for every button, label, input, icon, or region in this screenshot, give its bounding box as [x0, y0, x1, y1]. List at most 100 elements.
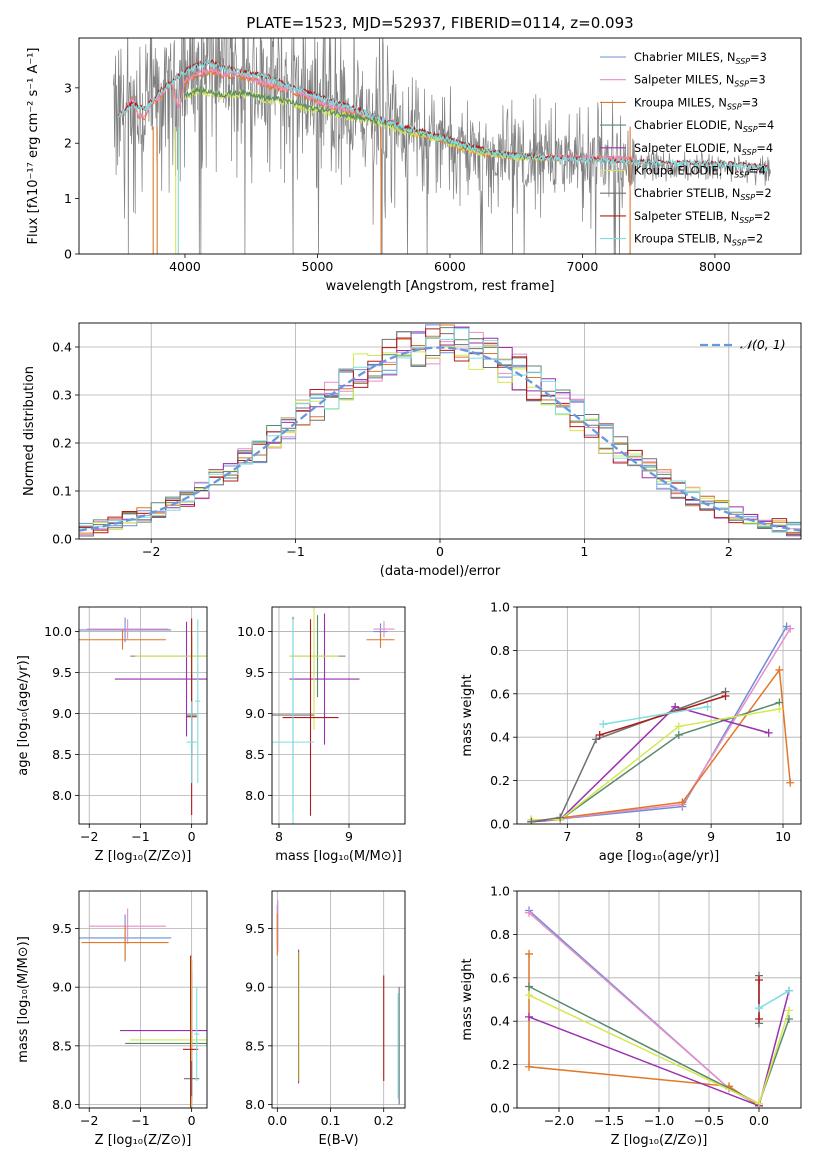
- x-axis-label: Z [log₁₀(Z/Z⊙)]: [611, 1133, 708, 1148]
- y-tick-label: 0.0: [52, 532, 72, 547]
- y-tick-label: 0.2: [490, 773, 510, 788]
- weight-marker-chabrier_stelib: [527, 817, 536, 824]
- x-tick-label: −2.0: [544, 1113, 574, 1128]
- weight-marker-kroupa_elodie: [755, 1099, 763, 1108]
- y-tick-label: 0.0: [490, 817, 510, 832]
- x-tick-label: 4000: [169, 259, 201, 274]
- weight-marker-salpeter_stelib: [721, 691, 730, 700]
- weight-marker-salpeter_stelib: [595, 731, 604, 740]
- panel-mass_vs_Z: −2 −1 0 8.0 8.5 9.0 9.5 Z [log₁₀(Z/Z⊙)] mass [lo…: [16, 890, 208, 1148]
- spectrum-data-line: [113, 38, 771, 254]
- x-tick-label: 2: [725, 544, 733, 559]
- spectrum-model-kroupa_stelib: [118, 59, 768, 174]
- x-tick-label: 0.2: [374, 1113, 394, 1128]
- legend-entry: Chabrier STELIB, NSSP=2: [634, 187, 772, 202]
- axes-frame: [78, 606, 208, 825]
- x-tick-label: −1.0: [644, 1113, 674, 1128]
- weight-marker-salpeter_miles: [786, 624, 795, 633]
- x-tick-label: 10: [775, 829, 791, 844]
- x-tick-label: 0.1: [321, 1113, 341, 1128]
- x-tick-label: 0: [188, 829, 196, 844]
- residual-histogram-kroupa_stelib: [79, 328, 801, 533]
- panel-age_vs_mass: 8 9 8.0 8.5 9.0 9.5 10.0 mass [log₁₀(M/M⊙)]: [237, 606, 406, 864]
- plot-area: [79, 908, 207, 1108]
- panel-mass_vs_ebv: 0.0 0.1 0.2 8.0 8.5 9.0 9.5 E(B-V): [245, 890, 406, 1148]
- y-axis-label: mass [log₁₀(M/M⊙)]: [16, 936, 31, 1063]
- axes-frame: [271, 890, 406, 1109]
- panel-weight_vs_Z: −2.0 −1.5 −1.0 −0.5 0.0 0.0 0.2 0.4 0.6 0.8 1.0 Z […: [460, 884, 802, 1148]
- x-axis-label: Z [log₁₀(Z/Z⊙)]: [95, 1133, 192, 1148]
- plot-area: [527, 622, 795, 824]
- x-tick-label: 0.0: [749, 1113, 769, 1128]
- y-tick-label: 0.4: [490, 730, 510, 745]
- legend-entry: 𝒩(0, 1): [740, 337, 786, 352]
- x-axis-label: wavelength [Angstrom, rest frame]: [326, 279, 555, 294]
- y-tick-label: 9.0: [52, 980, 72, 995]
- x-tick-label: 7: [563, 829, 571, 844]
- weight-line-kroupa_stelib: [603, 706, 708, 725]
- weight-line-kroupa_stelib: [758, 990, 790, 1009]
- y-axis-label: age [log₁₀(age/yr)]: [16, 655, 31, 776]
- x-axis-label: E(B-V): [318, 1133, 358, 1148]
- y-tick-label: 8.5: [245, 747, 265, 762]
- x-tick-label: 9: [345, 829, 353, 844]
- normal-curve: [79, 346, 801, 532]
- plot-area: [79, 617, 207, 815]
- axes-frame: [78, 37, 802, 255]
- weight-marker-chabrier_stelib: [556, 813, 565, 822]
- y-axis-label: Normed distribution: [22, 366, 37, 496]
- x-tick-label: 9: [707, 829, 715, 844]
- weight-marker-chabrier_stelib: [592, 735, 601, 744]
- legend-entry: Kroupa ELODIE, NSSP=4: [634, 165, 766, 180]
- y-tick-label: 8.5: [52, 1038, 72, 1053]
- weight-marker-chabrier_elodie: [674, 731, 683, 740]
- y-tick-label: 8.0: [245, 788, 265, 803]
- axes-frame: [271, 606, 406, 825]
- legend-entry: Salpeter ELODIE, NSSP=4: [634, 142, 773, 157]
- axes-frame: [78, 322, 802, 540]
- x-tick-label: 0: [436, 544, 444, 559]
- x-tick-label: −2: [80, 1113, 98, 1128]
- weight-marker-kroupa_miles: [525, 949, 533, 958]
- y-tick-label: 0.6: [490, 686, 510, 701]
- x-tick-label: 7000: [567, 259, 599, 274]
- axes-frame: [78, 890, 208, 1109]
- y-tick-label: 9.0: [245, 706, 265, 721]
- x-axis-label: Z [log₁₀(Z/Z⊙)]: [95, 849, 192, 864]
- weight-marker-kroupa_stelib: [785, 986, 793, 995]
- y-tick-label: 10.0: [44, 624, 72, 639]
- panel-weight_vs_age: 7 8 9 10 0.0 0.2 0.4 0.6 0.8 1.0 age [log₁₀(age/yr…: [460, 600, 802, 864]
- weight-marker-salpeter_stelib: [755, 1015, 763, 1024]
- x-tick-label: −1.5: [594, 1113, 624, 1128]
- y-tick-label: 9.5: [52, 665, 72, 680]
- axes-frame: [516, 606, 802, 825]
- y-axis-label: mass weight: [460, 674, 475, 756]
- y-tick-label: 0.8: [490, 927, 510, 942]
- x-tick-label: 8: [275, 829, 283, 844]
- axes-frame: [516, 890, 802, 1109]
- x-tick-label: 8000: [699, 259, 731, 274]
- weight-marker-kroupa_elodie: [674, 722, 683, 731]
- weight-marker-kroupa_stelib: [755, 1004, 763, 1013]
- weight-marker-chabrier_elodie: [525, 982, 533, 991]
- x-tick-label: 5000: [302, 259, 334, 274]
- y-tick-label: 0.2: [490, 1057, 510, 1072]
- y-tick-label: 8.5: [245, 1038, 265, 1053]
- y-tick-label: 9.0: [52, 706, 72, 721]
- weight-line-kroupa_miles: [531, 667, 791, 823]
- y-tick-label: 8.5: [52, 747, 72, 762]
- y-axis-label: Flux [fλ10⁻¹⁷ erg cm⁻² s⁻¹ A⁻¹]: [26, 48, 41, 245]
- legend-entry: Salpeter STELIB, NSSP=2: [634, 210, 771, 225]
- panel-age_vs_Z: −2 −1 0 8.0 8.5 9.0 9.5 10.0 Z [log₁₀(Z/Z⊙)] age …: [16, 606, 208, 864]
- plot-area: [272, 607, 395, 824]
- plot-area: [525, 906, 793, 1108]
- y-tick-label: 0.4: [490, 1014, 510, 1029]
- y-tick-label: 0.8: [490, 643, 510, 658]
- y-tick-label: 2: [64, 136, 72, 151]
- legend-entry: Kroupa STELIB, NSSP=2: [634, 233, 763, 248]
- x-tick-label: −2: [142, 544, 160, 559]
- weight-marker-kroupa_miles: [775, 665, 784, 674]
- x-tick-label: 0: [188, 1113, 196, 1128]
- weight-marker-kroupa_elodie: [775, 704, 784, 713]
